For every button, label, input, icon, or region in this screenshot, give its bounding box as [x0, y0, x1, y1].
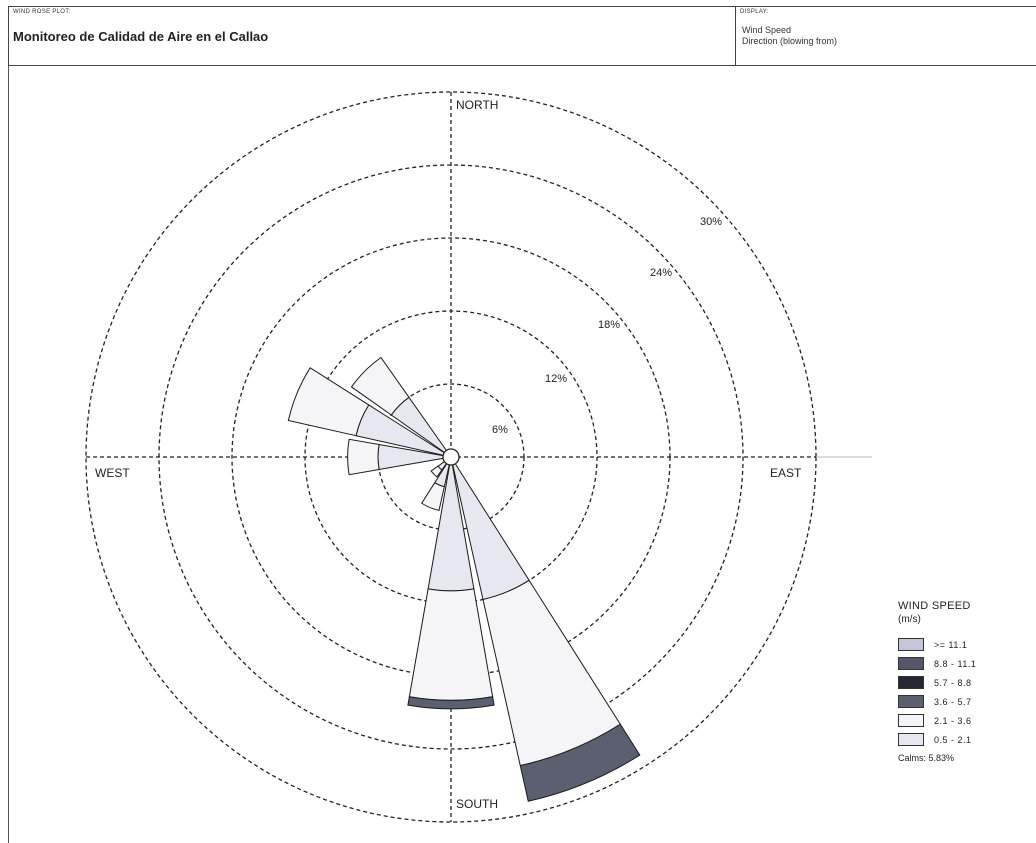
chart-labels: 6% 12% 18% 24% 30% NORTH EAST SOUTH WEST	[95, 98, 802, 811]
legend-row: 5.7 - 8.8	[898, 673, 1028, 692]
display-line-direction: Direction (blowing from)	[742, 36, 838, 46]
display-line-speed: Wind Speed	[742, 25, 792, 35]
legend-label: 2.1 - 3.6	[934, 715, 972, 726]
display-label: DISPLAY:	[740, 9, 769, 15]
west-label: WEST	[95, 466, 130, 480]
calm-center-circle	[442, 448, 460, 466]
petal-w-segment	[347, 438, 380, 476]
petal-sse-segment	[519, 723, 641, 802]
legend-label: 5.7 - 8.8	[934, 677, 972, 688]
plot-type-label: WIND ROSE PLOT:	[13, 9, 71, 15]
legend-swatch	[898, 657, 924, 670]
plot-header: WIND ROSE PLOT: Monitoreo de Calidad de …	[8, 6, 1036, 66]
legend-label: 8.8 - 11.1	[934, 658, 977, 669]
petal-ssw-segment	[421, 482, 445, 512]
east-label: EAST	[770, 466, 802, 480]
ring-label: 30%	[700, 216, 722, 228]
legend-swatch	[898, 638, 924, 651]
ring-label: 6%	[492, 424, 508, 436]
petal-s-segment	[408, 588, 494, 701]
wind-petals	[287, 356, 641, 802]
legend-row: 0.5 - 2.1	[898, 730, 1028, 749]
axis-lines	[86, 92, 872, 822]
legend-swatch	[898, 695, 924, 708]
legend-swatch	[898, 676, 924, 689]
legend-swatch	[898, 733, 924, 746]
petal-s-segment	[407, 696, 495, 710]
petal-nw-segment	[350, 356, 410, 416]
speed-legend: WIND SPEED (m/s) >= 11.1 8.8 - 11.1 5.7 - …	[898, 600, 1028, 763]
ring-label: 24%	[650, 267, 672, 279]
legend-row: >= 11.1	[898, 635, 1028, 654]
legend-label: 3.6 - 5.7	[934, 696, 972, 707]
legend-row: 2.1 - 3.6	[898, 711, 1028, 730]
south-label: SOUTH	[456, 797, 498, 811]
north-label: NORTH	[456, 98, 498, 112]
petal-sw-segment	[430, 465, 443, 478]
legend-label: >= 11.1	[934, 639, 968, 650]
legend-unit: (m/s)	[898, 614, 921, 625]
legend-label: 0.5 - 2.1	[934, 734, 972, 745]
legend-row: 3.6 - 5.7	[898, 692, 1028, 711]
title-block: WIND ROSE PLOT: Monitoreo de Calidad de …	[8, 7, 736, 65]
frame-left-rule	[8, 66, 9, 843]
petal-wnw-segment	[287, 367, 370, 437]
display-block: DISPLAY: Wind Speed Direction (blowing f…	[736, 7, 1036, 65]
legend-swatch	[898, 714, 924, 727]
legend-entries: >= 11.1 8.8 - 11.1 5.7 - 8.8 3.6 - 5.7 2.1 -…	[898, 635, 1028, 749]
legend-row: 8.8 - 11.1	[898, 654, 1028, 673]
ring-label: 12%	[545, 373, 567, 385]
calms-label: Calms: 5.83%	[898, 753, 955, 763]
plot-title: Monitoreo de Calidad de Aire en el Calla…	[13, 29, 269, 44]
legend-title: WIND SPEED	[898, 600, 971, 612]
ring-label: 18%	[598, 319, 620, 331]
